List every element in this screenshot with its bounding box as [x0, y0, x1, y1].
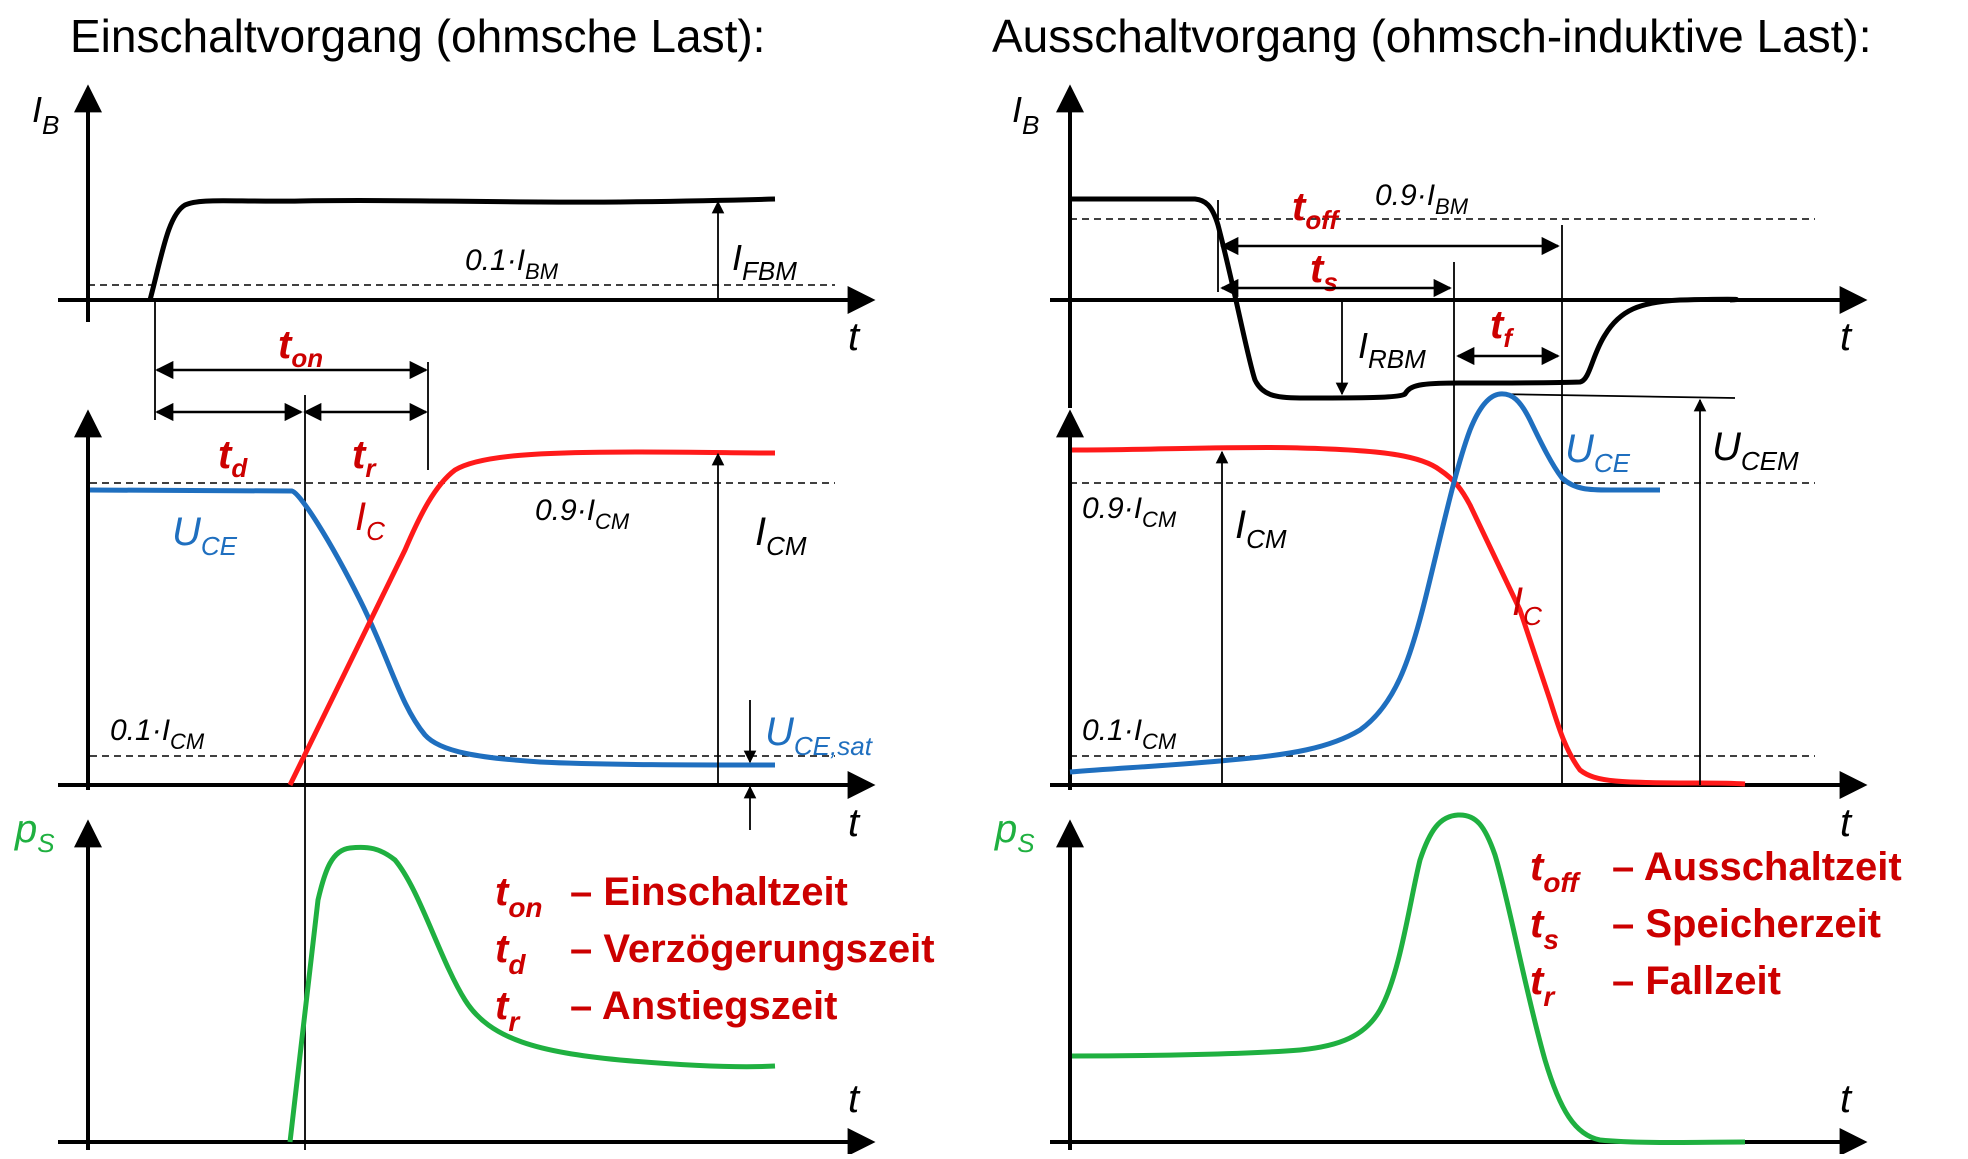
left-legend-td: td – Verzögerungszeit [495, 927, 935, 980]
left-uce-curve [89, 487, 776, 768]
left-ic-t-label: t [848, 801, 861, 845]
right-ps-t-label: t [1840, 1077, 1853, 1121]
right-ucem-level-line [1494, 393, 1736, 399]
right-ib-axis-label: IB [1012, 89, 1039, 140]
right-ic-t-label: t [1840, 801, 1853, 845]
right-ic-curve [1071, 444, 1746, 787]
right-uce-label: UCE [1565, 427, 1631, 478]
left-legend-tr: tr – Anstiegszeit [495, 984, 837, 1037]
left-ton-label: ton [278, 323, 323, 373]
left-ps-curve [287, 844, 776, 1143]
left-ifbm-label: IFBM [732, 237, 797, 286]
right-base-current-curve [1070, 196, 1739, 401]
right-ps-label: pS [994, 807, 1035, 858]
left-ib-t-label: t [848, 315, 861, 359]
right-legend-toff: toff – Ausschaltzeit [1530, 845, 1902, 898]
right-uce-curve [1069, 391, 1660, 775]
left-ic-curve [287, 449, 776, 787]
left-tr-label: tr [352, 433, 377, 483]
right-ps-curve [1071, 812, 1746, 1145]
left-ib-01-level-label: 0.1·IBM [465, 244, 559, 284]
left-uce-label: UCE [172, 510, 238, 561]
right-ib-09-level-label: 0.9·IBM [1375, 179, 1469, 219]
left-ps-label: pS [14, 807, 55, 858]
right-icm-label: ICM [1235, 503, 1287, 554]
right-tf-label: tf [1490, 303, 1514, 353]
right-01-level-label: 0.1·ICM [1082, 714, 1177, 754]
left-base-current-curve [147, 196, 776, 301]
left-td-label: td [218, 433, 248, 483]
left-ps-t-label: t [848, 1077, 861, 1121]
right-legend: toff – Ausschaltzeit ts – Speicherzeit tr –… [1530, 845, 1902, 1012]
left-ib-axis-label: IB [32, 89, 59, 140]
right-09-level-label: 0.9·ICM [1082, 492, 1177, 532]
right-legend-tr: tr – Fallzeit [1530, 959, 1781, 1012]
right-ic-label: IC [1512, 580, 1542, 631]
left-ic-label: IC [355, 495, 385, 546]
right-toff-label: toff [1292, 185, 1340, 235]
left-01-level-label: 0.1·ICM [110, 714, 205, 754]
right-title: Ausschaltvorgang (ohmsch-induktive Last)… [992, 10, 1872, 62]
right-ts-label: ts [1310, 247, 1338, 297]
left-icm-label: ICM [755, 510, 807, 561]
left-09-level-label: 0.9·ICM [535, 494, 630, 534]
right-irbm-label: IRBM [1358, 325, 1426, 374]
left-legend-ton: ton – Einschaltzeit [495, 870, 848, 923]
left-uce-sat-label: UCE,sat [765, 710, 874, 761]
left-legend: ton – Einschaltzeit td – Verzögerungszeit … [495, 870, 935, 1037]
right-legend-ts: ts – Speicherzeit [1530, 902, 1881, 955]
right-ib-t-label: t [1840, 315, 1853, 359]
right-ucem-label: UCEM [1712, 425, 1799, 476]
left-title: Einschaltvorgang (ohmsche Last): [70, 10, 765, 62]
